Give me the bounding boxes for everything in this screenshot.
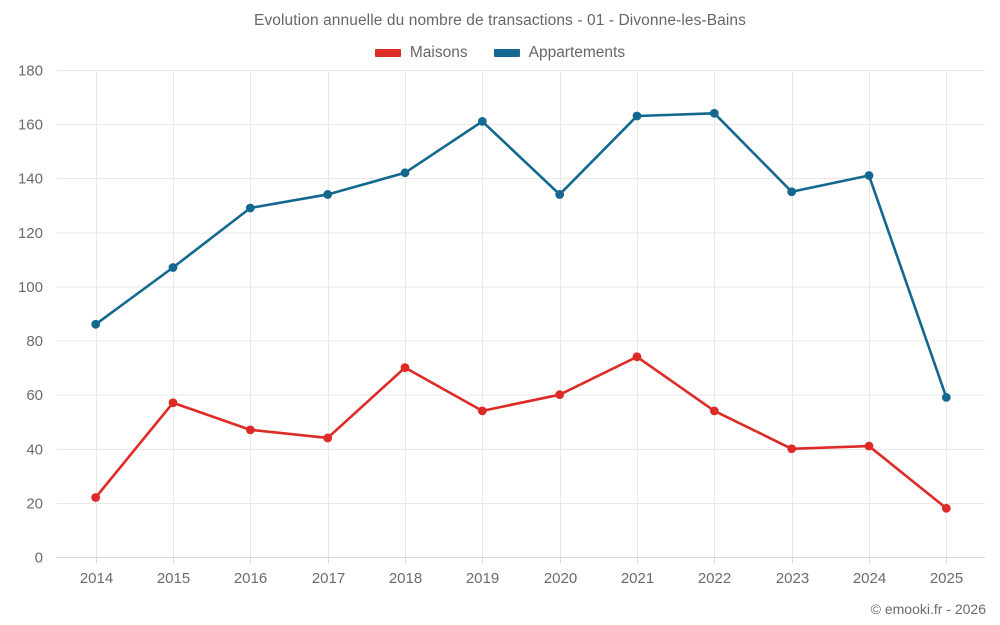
legend-swatch-icon-maisons xyxy=(374,49,401,57)
chart-title: Evolution annuelle du nombre de transact… xyxy=(254,12,746,29)
data-point-appartements-2020[interactable] xyxy=(555,190,565,199)
data-point-maisons-2021[interactable] xyxy=(632,352,642,362)
data-point-appartements-2016[interactable] xyxy=(245,203,255,213)
data-point-maisons-2019[interactable] xyxy=(477,406,487,416)
data-point-appartements-2022[interactable] xyxy=(709,108,719,118)
series-line-appartements xyxy=(94,111,948,399)
data-point-appartements-2017[interactable] xyxy=(323,190,333,199)
data-point-appartements-2021[interactable] xyxy=(632,111,642,121)
x-axis-tick-label: 2024 xyxy=(853,570,886,587)
x-axis-tick-label: 2016 xyxy=(234,570,267,587)
x-axis-tick-label: 2021 xyxy=(621,570,654,587)
data-point-maisons-2023[interactable] xyxy=(787,444,797,454)
x-axis-tick-label: 2022 xyxy=(698,570,731,587)
y-axis-tick-label: 80 xyxy=(26,333,43,350)
data-point-appartements-2023[interactable] xyxy=(787,187,797,197)
legend-label-maisons: Maisons xyxy=(409,44,468,61)
y-axis-tick-label: 180 xyxy=(18,63,43,80)
data-point-appartements-2015[interactable] xyxy=(168,263,178,272)
data-point-maisons-2016[interactable] xyxy=(245,425,255,435)
data-point-appartements-2024[interactable] xyxy=(864,171,874,180)
legend-swatch-icon-appartements xyxy=(493,49,520,57)
y-axis-tick-label: 20 xyxy=(26,495,43,512)
chart-legend: Maisons Appartements xyxy=(0,44,1000,62)
legend-item-maisons[interactable]: Maisons xyxy=(374,44,468,62)
x-axis-tick-label: 2018 xyxy=(389,570,422,587)
y-axis-tick-label: 140 xyxy=(18,171,43,188)
data-point-appartements-2019[interactable] xyxy=(477,117,487,126)
x-axis-tick-label: 2015 xyxy=(157,570,190,587)
legend-label-appartements: Appartements xyxy=(528,44,626,61)
data-point-maisons-2022[interactable] xyxy=(709,406,719,416)
footer-credit: © emooki.fr - 2026 xyxy=(870,601,986,617)
x-axis-tick-label: 2025 xyxy=(930,570,963,587)
y-axis-tick-label: 100 xyxy=(18,279,43,296)
x-axis-tick-label: 2014 xyxy=(80,570,113,587)
y-axis-tick-label: 160 xyxy=(18,117,43,134)
legend-item-appartements[interactable]: Appartements xyxy=(493,44,626,62)
data-point-appartements-2018[interactable] xyxy=(400,168,410,178)
x-axis-tick-label: 2017 xyxy=(312,570,345,587)
y-axis-tick-label: 40 xyxy=(26,441,43,458)
data-point-appartements-2014[interactable] xyxy=(91,319,101,329)
y-axis-tick-label: 120 xyxy=(18,225,43,242)
data-point-appartements-2025[interactable] xyxy=(941,392,951,402)
data-point-maisons-2020[interactable] xyxy=(555,390,565,400)
data-point-maisons-2024[interactable] xyxy=(864,441,874,451)
x-axis-tick-label: 2023 xyxy=(776,570,809,587)
data-point-maisons-2018[interactable] xyxy=(400,363,410,373)
y-axis-tick-label: 60 xyxy=(26,387,43,404)
data-point-maisons-2015[interactable] xyxy=(168,398,178,408)
x-axis-tick-label: 2019 xyxy=(466,570,499,587)
y-axis-tick-label: 0 xyxy=(35,550,43,567)
data-point-maisons-2014[interactable] xyxy=(91,493,101,502)
series-line-maisons xyxy=(94,355,948,510)
data-point-maisons-2017[interactable] xyxy=(323,433,333,443)
data-point-maisons-2025[interactable] xyxy=(941,503,951,513)
x-axis-tick-label: 2020 xyxy=(544,570,577,587)
